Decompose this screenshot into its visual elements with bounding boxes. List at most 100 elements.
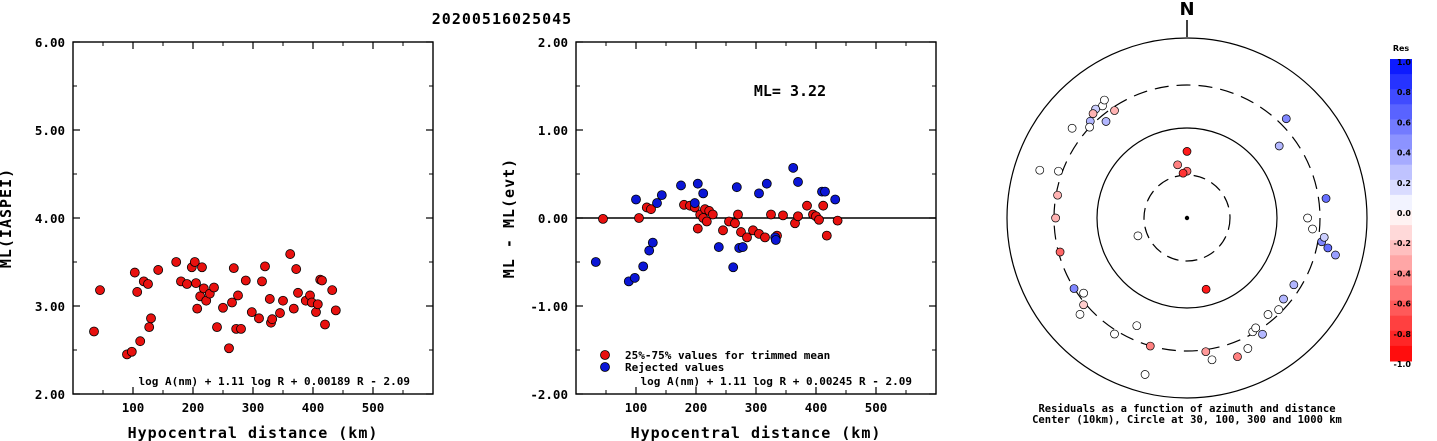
x-tick-label: 300 [242, 400, 265, 415]
station-residual-point [1207, 355, 1217, 365]
residual-colorbar: Res 1.0 0.8 0.6 0.4 0.2 0.0 -0.2 -0.4 -0.6 -0.8 -1… [1390, 44, 1412, 369]
colorbar-cell [1390, 104, 1412, 120]
rejected-point [676, 180, 686, 191]
colorbar-cell [1390, 240, 1412, 256]
data-point [832, 215, 843, 226]
colorbar-tick-label: -0.4 [1394, 269, 1412, 278]
station-residual-point [1110, 106, 1119, 115]
data-point [311, 307, 321, 318]
data-point [718, 225, 728, 236]
y-tick-label: -2.00 [530, 387, 568, 402]
y-tick-label: 3.00 [35, 299, 65, 314]
colorbar-cell [1390, 179, 1412, 196]
station-residual-point [1101, 117, 1111, 126]
rejected-point [692, 178, 703, 189]
magnitude-equation: log A(nm) + 1.11 log R + 0.00245 R - 2.0… [640, 375, 912, 388]
rejected-point [689, 198, 700, 208]
colorbar-tick-label: -0.2 [1394, 239, 1412, 248]
ring-300km [1053, 84, 1321, 352]
data-point [135, 336, 146, 347]
station-residual-point [1274, 141, 1284, 151]
data-point [257, 276, 267, 287]
x-tick-label: 400 [805, 400, 828, 415]
data-point [821, 230, 832, 241]
data-point [278, 295, 288, 306]
data-point [126, 346, 137, 357]
legend-label-trimmed: 25%-75% values for trimmed mean [625, 349, 830, 362]
station-residual-point [1263, 310, 1273, 319]
data-point [317, 275, 327, 286]
y-tick-labels: 2.00 3.00 4.00 5.00 6.00 [35, 35, 65, 402]
x-tick-label: 400 [302, 400, 325, 415]
station-residual-point [1319, 232, 1329, 242]
center-point [1184, 215, 1190, 221]
data-point [260, 261, 270, 272]
ring-100km [1096, 127, 1278, 309]
colorbar-tick-label: 0.2 [1397, 179, 1411, 188]
rejected-point [761, 178, 772, 189]
y-tick-label: 0.00 [538, 211, 568, 226]
station-residual-point [1110, 329, 1119, 339]
data-point [171, 257, 182, 267]
station-residual-point [1233, 352, 1242, 362]
data-point [291, 264, 302, 274]
data-point [192, 303, 203, 314]
y-tick-label: 2.00 [35, 387, 65, 402]
data-point [209, 282, 219, 293]
station-residual-point [1289, 280, 1299, 290]
caption-line-2: Center (10km), Circle at 30, 100, 300 an… [1032, 414, 1342, 426]
station-residual-point [1279, 294, 1288, 304]
data-point [778, 210, 788, 221]
y-tick-label: 4.00 [35, 211, 65, 226]
ml-distance-plot: 100 200 300 400 500 2.00 3.00 4.00 5.00 6.00 log… [0, 35, 434, 441]
colorbar-cell [1390, 255, 1412, 271]
y-tick-label: 1.00 [538, 123, 568, 138]
x-tick-label: 300 [745, 400, 768, 415]
colorbar-cell [1390, 315, 1412, 332]
station-residual-point [1258, 329, 1267, 339]
x-axis-label: Hypocentral distance (km) [128, 424, 379, 441]
data-point [646, 204, 656, 215]
x-tick-label: 200 [182, 400, 205, 415]
rejected-point [830, 194, 841, 205]
colorbar-cells [1390, 59, 1412, 362]
colorbar-cell [1390, 270, 1412, 286]
data-point [132, 287, 143, 297]
station-residual-point [1173, 160, 1182, 170]
y-axis-label: ML - ML(evt) [500, 158, 518, 278]
x-tick-label: 500 [865, 400, 888, 415]
data-points [590, 162, 843, 287]
rejected-point [713, 242, 724, 252]
colorbar-tick-label: -0.6 [1394, 300, 1412, 309]
data-point [144, 322, 155, 333]
data-point [146, 313, 156, 324]
caption-line-1: Residuals as a function of azimuth and d… [1038, 403, 1335, 415]
data-point [227, 297, 237, 308]
data-point [692, 223, 703, 234]
colorbar-cell [1390, 59, 1412, 75]
legend-marker-trimmed [600, 350, 610, 360]
station-residual-point [1331, 250, 1340, 260]
colorbar-tick-label: 0.6 [1397, 118, 1412, 127]
station-residual-point [1140, 370, 1150, 379]
data-point [233, 290, 243, 301]
rejected-point [731, 182, 742, 193]
colorbar-cell [1390, 149, 1412, 166]
station-residual-point [1274, 305, 1283, 314]
station-residual-point [1075, 310, 1085, 319]
plot-frame [72, 41, 434, 395]
y-tick-label: -1.00 [530, 299, 568, 314]
rejected-point [638, 261, 649, 272]
data-point [330, 305, 341, 316]
station-residual-point [1035, 165, 1045, 175]
y-tick-label: 2.00 [538, 35, 568, 50]
ring-30km [1143, 174, 1231, 262]
rejected-point [629, 272, 640, 283]
data-point [89, 326, 99, 337]
station-points [1035, 95, 1340, 379]
data-point [288, 303, 299, 314]
rejected-point [770, 235, 781, 245]
station-residual-point [1182, 147, 1192, 156]
rejected-point [656, 190, 667, 201]
